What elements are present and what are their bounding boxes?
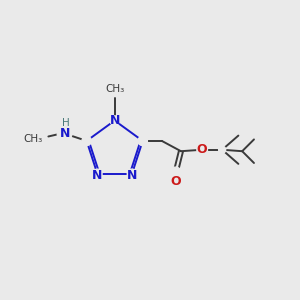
Circle shape bbox=[219, 146, 226, 153]
Text: N: N bbox=[127, 169, 137, 182]
Circle shape bbox=[110, 116, 119, 125]
Text: N: N bbox=[92, 169, 103, 182]
Text: CH₃: CH₃ bbox=[105, 84, 124, 94]
Circle shape bbox=[93, 169, 102, 178]
Circle shape bbox=[170, 167, 181, 178]
Circle shape bbox=[127, 169, 137, 178]
Circle shape bbox=[197, 144, 207, 155]
Text: H: H bbox=[61, 118, 69, 128]
Text: CH₃: CH₃ bbox=[24, 134, 43, 144]
Text: N: N bbox=[59, 127, 70, 140]
Text: N: N bbox=[110, 114, 120, 127]
Circle shape bbox=[57, 126, 72, 141]
Text: O: O bbox=[197, 143, 208, 156]
Text: O: O bbox=[170, 176, 181, 188]
Circle shape bbox=[82, 136, 92, 146]
Circle shape bbox=[138, 136, 147, 146]
